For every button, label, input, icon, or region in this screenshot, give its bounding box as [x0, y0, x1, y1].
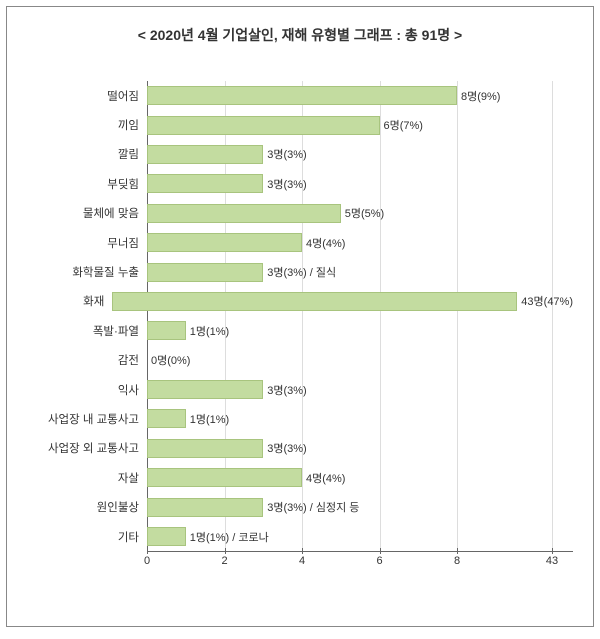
tick-label: 43	[546, 555, 558, 567]
category-label: 부딪힘	[27, 176, 147, 192]
value-label: 0명(0%)	[151, 352, 190, 368]
bar-area: 3명(3%) / 심정지 등	[147, 492, 573, 521]
chart-title: < 2020년 4월 기업살인, 재해 유형별 그래프 : 총 91명 >	[27, 25, 573, 45]
chart-row: 자살 4명(4%)	[27, 463, 573, 492]
bar-area: 6명(7%)	[147, 110, 573, 139]
value-label: 1명(1%) / 코로나	[190, 529, 269, 545]
chart-row: 익사 3명(3%)	[27, 375, 573, 404]
x-axis: 0 2 4 6 8 43	[147, 551, 573, 581]
bar	[147, 233, 302, 252]
category-label: 깔림	[27, 146, 147, 162]
category-label: 화학물질 누출	[27, 264, 147, 280]
tick-label: 0	[144, 555, 150, 567]
bar	[147, 468, 302, 487]
bar	[147, 86, 457, 105]
tick-mark	[147, 548, 148, 554]
chart-rows: 떨어짐 8명(9%) 끼임 6명(7%) 깔림 3명(3%) 부딪힘 3명(3%) 물체에 맞음…	[27, 81, 573, 551]
chart-body: 떨어짐 8명(9%) 끼임 6명(7%) 깔림 3명(3%) 부딪힘 3명(3%) 물체에 맞음…	[27, 81, 573, 581]
value-label: 3명(3%) / 질식	[267, 264, 336, 280]
bar	[112, 292, 517, 311]
value-label: 43명(47%)	[521, 293, 573, 309]
value-label: 3명(3%)	[267, 146, 306, 162]
bar	[147, 380, 263, 399]
bar	[147, 498, 263, 517]
tick-mark	[457, 548, 458, 554]
value-label: 6명(7%)	[384, 117, 423, 133]
value-label: 3명(3%)	[267, 176, 306, 192]
value-label: 1명(1%)	[190, 411, 229, 427]
value-label: 3명(3%) / 심정지 등	[267, 499, 359, 515]
bar-area: 1명(1%)	[147, 316, 573, 345]
category-label: 사업장 내 교통사고	[27, 411, 147, 427]
category-label: 화재	[27, 293, 112, 309]
bar-area: 4명(4%)	[147, 228, 573, 257]
category-label: 끼임	[27, 117, 147, 133]
chart-row: 무너짐 4명(4%)	[27, 228, 573, 257]
value-label: 5명(5%)	[345, 205, 384, 221]
chart-row: 화재 43명(47%)	[27, 287, 573, 316]
category-label: 무너짐	[27, 235, 147, 251]
chart-row: 물체에 맞음 5명(5%)	[27, 199, 573, 228]
bar	[147, 204, 341, 223]
bar-area: 43명(47%)	[112, 287, 573, 316]
tick-mark	[302, 548, 303, 554]
bar-area: 8명(9%)	[147, 81, 573, 110]
chart-row: 떨어짐 8명(9%)	[27, 81, 573, 110]
x-axis-line	[147, 551, 573, 552]
tick-label: 4	[299, 555, 305, 567]
bar	[147, 527, 186, 546]
category-label: 떨어짐	[27, 88, 147, 104]
tick-mark	[225, 548, 226, 554]
category-label: 익사	[27, 382, 147, 398]
chart-row: 폭발·파열 1명(1%)	[27, 316, 573, 345]
value-label: 1명(1%)	[190, 323, 229, 339]
bar	[147, 439, 263, 458]
bar	[147, 263, 263, 282]
category-label: 원인불상	[27, 499, 147, 515]
bar	[147, 321, 186, 340]
value-label: 4명(4%)	[306, 235, 345, 251]
category-label: 폭발·파열	[27, 323, 147, 339]
value-label: 8명(9%)	[461, 88, 500, 104]
bar-area: 1명(1%) / 코로나	[147, 522, 573, 551]
tick-mark	[552, 548, 553, 554]
value-label: 3명(3%)	[267, 382, 306, 398]
value-label: 4명(4%)	[306, 470, 345, 486]
bar	[147, 116, 380, 135]
category-label: 감전	[27, 352, 147, 368]
chart-row: 화학물질 누출 3명(3%) / 질식	[27, 257, 573, 286]
chart-row: 사업장 내 교통사고 1명(1%)	[27, 404, 573, 433]
chart-container: < 2020년 4월 기업살인, 재해 유형별 그래프 : 총 91명 > 떨어…	[6, 6, 594, 627]
chart-row: 끼임 6명(7%)	[27, 110, 573, 139]
category-label: 자살	[27, 470, 147, 486]
bar-area: 0명(0%)	[147, 346, 573, 375]
tick-label: 6	[376, 555, 382, 567]
tick-label: 2	[221, 555, 227, 567]
bar	[147, 409, 186, 428]
bar-area: 3명(3%)	[147, 375, 573, 404]
category-label: 물체에 맞음	[27, 205, 147, 221]
category-label: 기타	[27, 529, 147, 545]
bar-area: 3명(3%)	[147, 169, 573, 198]
tick-label: 8	[454, 555, 460, 567]
bar	[147, 145, 263, 164]
chart-row: 감전0명(0%)	[27, 346, 573, 375]
bar	[147, 174, 263, 193]
chart-row: 사업장 외 교통사고 3명(3%)	[27, 434, 573, 463]
bar-area: 1명(1%)	[147, 404, 573, 433]
bar-area: 3명(3%)	[147, 434, 573, 463]
bar-area: 5명(5%)	[147, 199, 573, 228]
chart-row: 기타 1명(1%) / 코로나	[27, 522, 573, 551]
bar-area: 3명(3%) / 질식	[147, 257, 573, 286]
bar-area: 3명(3%)	[147, 140, 573, 169]
chart-row: 깔림 3명(3%)	[27, 140, 573, 169]
value-label: 3명(3%)	[267, 440, 306, 456]
bar-area: 4명(4%)	[147, 463, 573, 492]
category-label: 사업장 외 교통사고	[27, 440, 147, 456]
chart-row: 부딪힘 3명(3%)	[27, 169, 573, 198]
chart-row: 원인불상 3명(3%) / 심정지 등	[27, 492, 573, 521]
tick-mark	[380, 548, 381, 554]
